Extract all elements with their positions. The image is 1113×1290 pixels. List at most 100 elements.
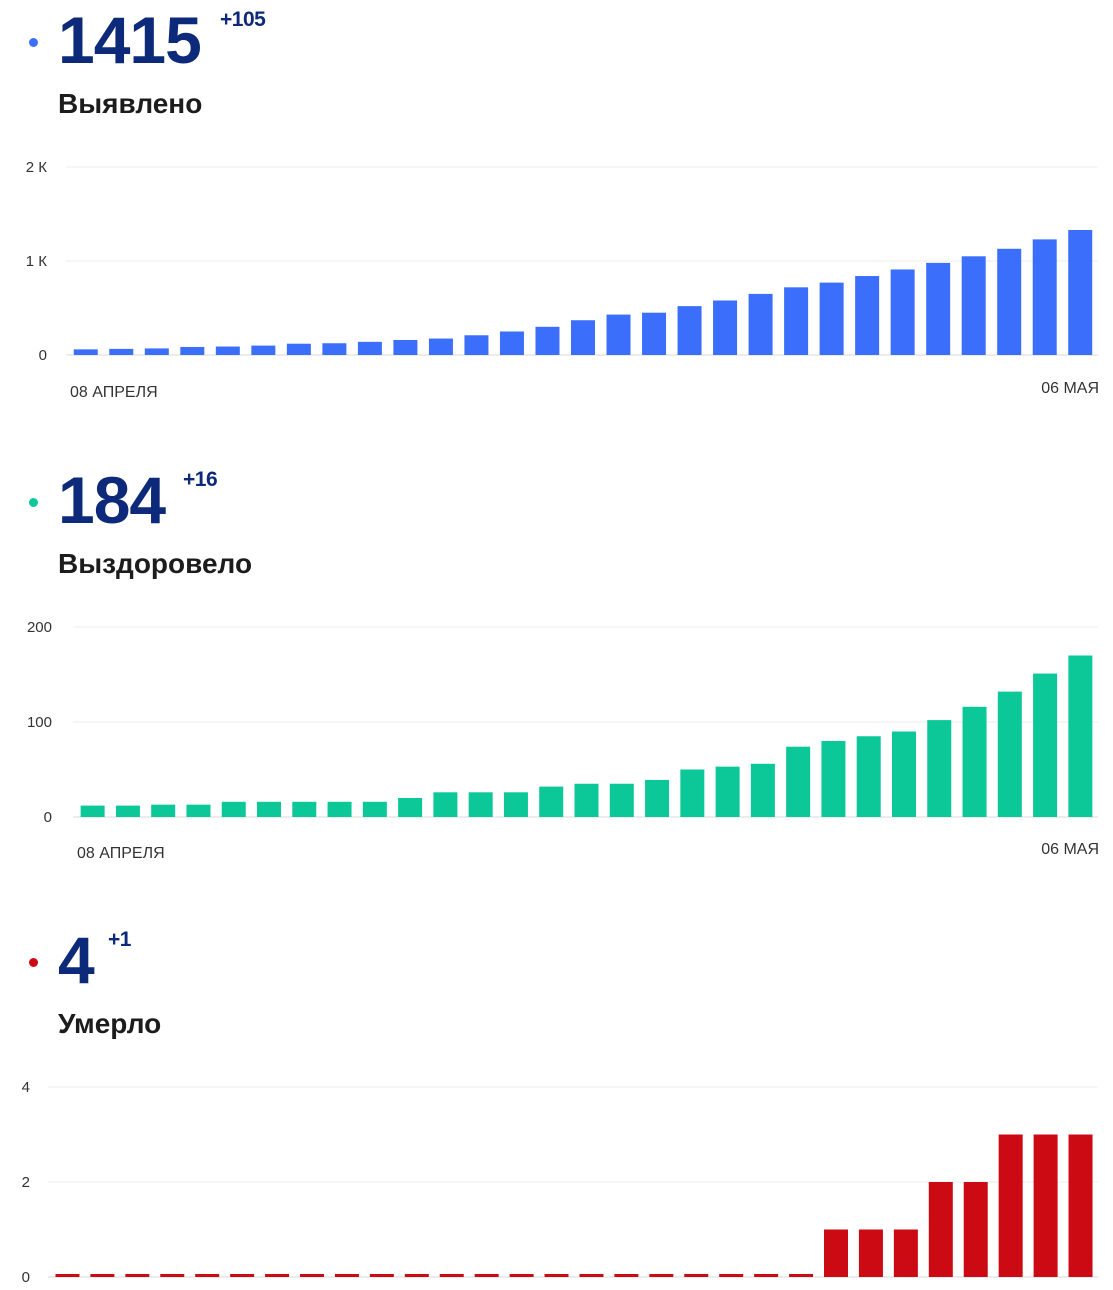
- y-tick-label: 2: [22, 1174, 30, 1191]
- bar: [997, 248, 1022, 355]
- legend-dot-detected: [29, 38, 38, 47]
- headline-detected: 1415 +105: [0, 0, 600, 80]
- bar: [891, 731, 916, 817]
- bar: [715, 766, 740, 817]
- panel-deaths: 4 +1 Умерло 0 2 4: [0, 920, 1113, 1286]
- label-recovered: Выздоровело: [58, 548, 253, 579]
- y-tick-label: 0: [44, 809, 52, 826]
- bar: [195, 1274, 220, 1277]
- legend-dot-recovered: [29, 498, 38, 507]
- bar: [398, 798, 423, 817]
- bar: [499, 331, 524, 355]
- bar: [73, 349, 98, 355]
- bar: [80, 805, 105, 817]
- bar: [997, 691, 1022, 817]
- bar: [160, 1274, 185, 1277]
- bar: [962, 706, 987, 817]
- bar: [614, 1274, 639, 1277]
- bar: [251, 345, 276, 355]
- bar: [998, 1134, 1023, 1277]
- delta-recovered: +16: [183, 468, 218, 491]
- bar: [579, 1274, 604, 1277]
- y-tick-label: 200: [27, 619, 52, 636]
- y-tick-label: 1 К: [26, 253, 48, 270]
- chart-deaths: 0 2 4: [22, 1079, 1098, 1286]
- x-end-label: 06 МАЯ: [1041, 380, 1099, 397]
- bar: [1033, 1134, 1058, 1277]
- bar: [230, 1274, 255, 1277]
- bar: [221, 801, 246, 817]
- bar: [468, 792, 493, 817]
- bar: [890, 269, 915, 355]
- label-detected: Выявлено: [58, 88, 203, 119]
- y-tick-label: 100: [27, 714, 52, 731]
- bar: [1068, 1134, 1093, 1277]
- panel-recovered: 184 +16 Выздоровело 0 100 200 08 АПРЕЛЯ 06 М…: [0, 460, 1113, 880]
- count-detected: 1415: [58, 3, 202, 77]
- bar: [55, 1274, 80, 1277]
- bar: [334, 1274, 359, 1277]
- bar: [928, 1182, 953, 1277]
- bar: [819, 282, 844, 355]
- bar: [186, 804, 211, 817]
- bar: [180, 347, 205, 355]
- bar: [574, 783, 599, 817]
- bar: [144, 348, 169, 355]
- delta-detected: +105: [220, 8, 266, 31]
- bar: [858, 1229, 883, 1277]
- bar: [1068, 655, 1093, 817]
- bar: [719, 1274, 744, 1277]
- bar: [292, 801, 317, 817]
- bar: [927, 720, 952, 817]
- bar: [327, 801, 352, 817]
- bar: [503, 792, 528, 817]
- bar: [609, 783, 634, 817]
- bar: [754, 1274, 779, 1277]
- bar: [125, 1274, 150, 1277]
- bar: [109, 348, 134, 355]
- headline-recovered: 184 +16: [0, 460, 600, 540]
- bar: [606, 314, 631, 355]
- bar: [645, 779, 670, 817]
- count-recovered: 184: [58, 463, 166, 537]
- bar: [1033, 673, 1058, 817]
- bar: [474, 1274, 499, 1277]
- bar: [115, 805, 140, 817]
- bar: [369, 1274, 394, 1277]
- bar: [789, 1274, 814, 1277]
- bar: [677, 306, 702, 355]
- delta-deaths: +1: [108, 928, 131, 951]
- bar: [713, 300, 738, 355]
- bar: [433, 792, 458, 817]
- bar: [684, 1274, 709, 1277]
- bar: [509, 1274, 534, 1277]
- bar: [926, 262, 951, 355]
- chart-detected: 0 1 К 2 К 08 АПРЕЛЯ 06 МАЯ: [26, 159, 1099, 401]
- chart-recovered: 0 100 200 08 АПРЕЛЯ 06 МАЯ: [27, 619, 1099, 862]
- bar: [544, 1274, 569, 1277]
- x-start-label: 08 АПРЕЛЯ: [70, 384, 158, 401]
- bar: [428, 338, 453, 355]
- bar: [357, 341, 382, 355]
- bar: [855, 276, 880, 355]
- label-deaths: Умерло: [58, 1008, 162, 1039]
- y-tick-label: 0: [39, 347, 47, 364]
- bar: [856, 736, 881, 817]
- bar: [571, 320, 595, 355]
- bar: [963, 1182, 988, 1277]
- legend-dot-deaths: [29, 958, 38, 967]
- bar: [404, 1274, 429, 1277]
- bar: [215, 346, 240, 355]
- bar: [535, 326, 560, 355]
- y-tick-label: 2 К: [26, 159, 48, 176]
- y-tick-label: 4: [22, 1079, 30, 1096]
- bar: [821, 741, 846, 817]
- count-deaths: 4: [58, 923, 95, 997]
- bar: [961, 256, 986, 355]
- bar: [784, 287, 809, 355]
- bar: [642, 312, 667, 355]
- bar: [265, 1274, 290, 1277]
- bar: [439, 1274, 464, 1277]
- bar: [1032, 239, 1057, 355]
- bar: [786, 746, 811, 817]
